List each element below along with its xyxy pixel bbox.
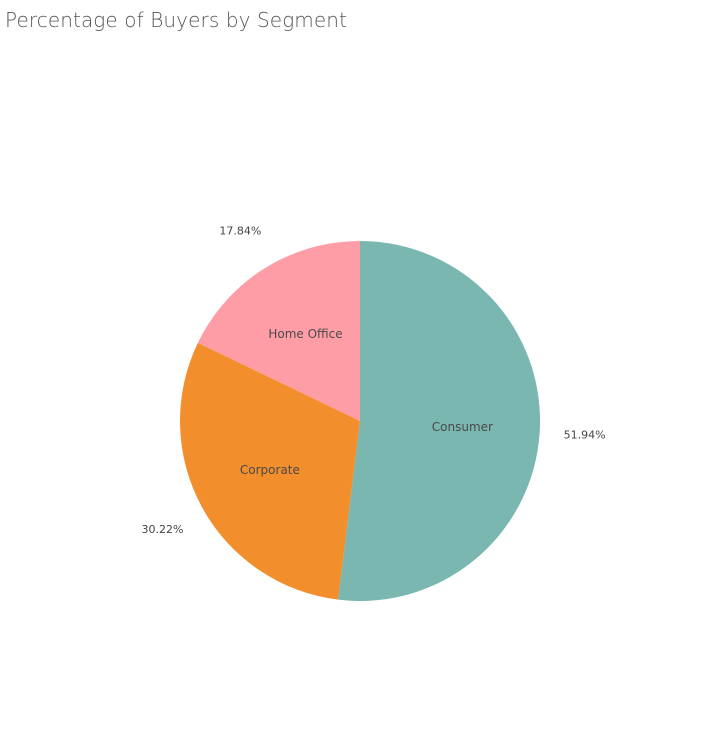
slice-label-home-office: Home Office <box>268 327 342 341</box>
value-label-home-office: 17.84% <box>219 224 261 237</box>
pie-slice-consumer[interactable] <box>338 241 541 601</box>
pie-slice-home-office[interactable] <box>197 241 360 421</box>
slice-label-corporate: Corporate <box>240 463 300 477</box>
value-label-corporate: 30.22% <box>142 523 184 536</box>
pie-slice-corporate[interactable] <box>180 342 360 600</box>
slice-label-consumer: Consumer <box>432 420 493 434</box>
value-label-consumer: 51.94% <box>564 429 606 442</box>
chart-title: Percentage of Buyers by Segment <box>5 8 348 32</box>
